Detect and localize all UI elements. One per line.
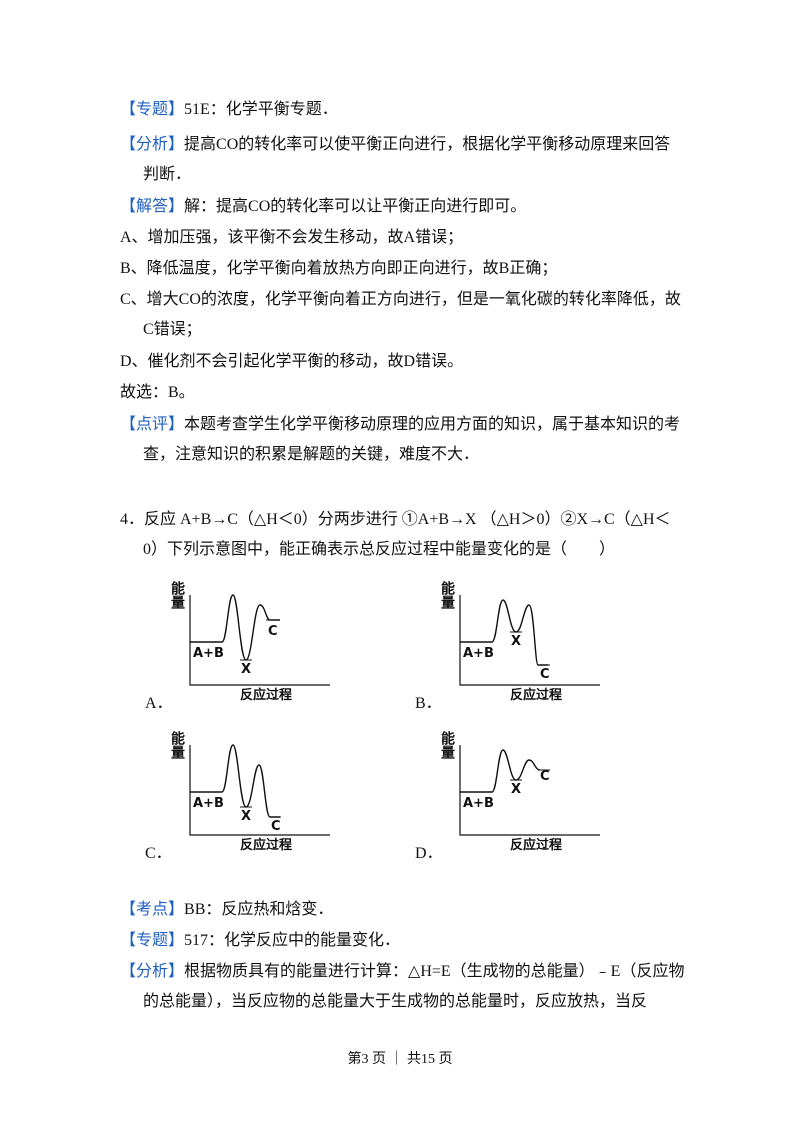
reactant-label: A+B [463, 796, 494, 811]
y-axis-label: 能量 [439, 581, 455, 609]
paragraph: D、催化剂不会引起化学平衡的移动，故D错误。 [120, 347, 685, 377]
y-axis-label: 能量 [439, 731, 455, 759]
axes [459, 595, 600, 686]
axes [189, 595, 330, 686]
paragraph: A、增加压强，该平衡不会发生移动，故A错误； [120, 223, 685, 253]
paragraph-text: 提高CO的转化率可以使平衡正向进行，根据化学平衡移动原理来回答判断． [143, 136, 671, 183]
diagram-figure [459, 745, 600, 836]
section-tag: 【考点】 [120, 901, 185, 918]
paragraph: B、降低温度，化学平衡向着放热方向即正向进行，故B正确； [120, 254, 685, 284]
reactant-label: A+B [193, 646, 224, 661]
intermediate-label: X [241, 809, 252, 824]
axes [459, 745, 600, 836]
intermediate-label: X [511, 634, 522, 649]
page-footer: 第3 页 ｜ 共15 页 [347, 1052, 453, 1067]
option-letter: C． [145, 845, 172, 862]
x-axis-label: 反应过程 [240, 688, 293, 703]
paragraph-text: 根据物质具有的能量进行计算：△H=E（生成物的总能量）﹣E（反应物的总能量），当… [143, 963, 685, 1010]
product-label: C [268, 624, 278, 639]
diagram-figure [189, 594, 330, 686]
intermediate-label: X [241, 662, 252, 677]
x-axis-label: 反应过程 [510, 688, 563, 703]
energy-diagram: 能量反应过程 A+B X C A． [140, 575, 340, 715]
paragraph-text: 51E：化学平衡专题． [184, 101, 338, 118]
y-axis-label: 能量 [169, 581, 185, 609]
y-axis-label: 能量 [169, 731, 185, 759]
paragraph-text: 解：提高CO的转化率可以让平衡正向进行即可。 [184, 198, 527, 215]
paragraph: 故选：B。 [120, 378, 685, 408]
reactant-label: A+B [193, 796, 224, 811]
paragraph-text: A、增加压强，该平衡不会发生移动，故A错误； [120, 229, 464, 246]
paragraph: 【专题】517：化学反应中的能量变化． [120, 926, 685, 956]
paragraph: 【分析】提高CO的转化率可以使平衡正向进行，根据化学平衡移动原理来回答判断． [120, 130, 685, 190]
paragraph-text: B、降低温度，化学平衡向着放热方向即正向进行，故B正确； [120, 260, 558, 277]
option-letter: D． [415, 845, 443, 862]
paragraph-text: 517：化学反应中的能量变化． [184, 932, 401, 949]
section-tag: 【专题】 [120, 932, 185, 949]
paragraph: 【分析】根据物质具有的能量进行计算：△H=E（生成物的总能量）﹣E（反应物的总能… [120, 957, 685, 1017]
paragraph: C、增大CO的浓度，化学平衡向着正方向进行，但是一氧化碳的转化率降低，故C错误； [120, 285, 685, 345]
energy-diagram: 能量反应过程 A+B X C D． [410, 725, 610, 865]
section-tag: 【点评】 [120, 416, 185, 433]
paragraph: 【专题】51E：化学平衡专题． [120, 95, 685, 125]
paragraph-text: BB：反应热和焓变． [184, 901, 334, 918]
diagram-figure [189, 744, 330, 836]
product-label: C [540, 667, 550, 682]
intermediate-label: X [511, 782, 522, 797]
product-label: C [271, 819, 281, 834]
paragraph-text: C、增大CO的浓度，化学平衡向着正方向进行，但是一氧化碳的转化率降低，故C错误； [120, 291, 681, 338]
reactant-label: A+B [463, 646, 494, 661]
product-label: C [540, 769, 550, 784]
paragraph: 【点评】本题考查学生化学平衡移动原理的应用方面的知识，属于基本知识的考查，注意知… [120, 410, 685, 470]
option-letter: B． [415, 695, 442, 712]
energy-diagram: 能量反应过程 A+B X C B． [410, 575, 610, 715]
option-letter: A． [145, 695, 173, 712]
paragraph-text: D、催化剂不会引起化学平衡的移动，故D错误。 [120, 353, 464, 370]
x-axis-label: 反应过程 [240, 838, 293, 853]
question-stem: 4．反应 A+B→C（△H＜0）分两步进行 ①A+B→X （△H＞0）②X→C（… [120, 511, 671, 558]
section-tag: 【分析】 [120, 136, 185, 153]
section-tag: 【专题】 [120, 101, 185, 118]
section-tag: 【分析】 [120, 963, 185, 980]
energy-curve [460, 749, 541, 793]
diagram-figure [459, 595, 600, 686]
paragraph-text: 本题考查学生化学平衡移动原理的应用方面的知识，属于基本知识的考查，注意知识的积累… [143, 416, 681, 463]
section-tag: 【解答】 [120, 198, 185, 215]
paragraph: 【考点】BB：反应热和焓变． [120, 895, 685, 925]
paragraph-text: 故选：B。 [120, 384, 195, 401]
x-axis-label: 反应过程 [510, 838, 563, 853]
paragraph: 【解答】解：提高CO的转化率可以让平衡正向进行即可。 [120, 192, 685, 222]
axes [189, 745, 330, 836]
energy-diagram: 能量反应过程 A+B X C C． [140, 725, 340, 865]
